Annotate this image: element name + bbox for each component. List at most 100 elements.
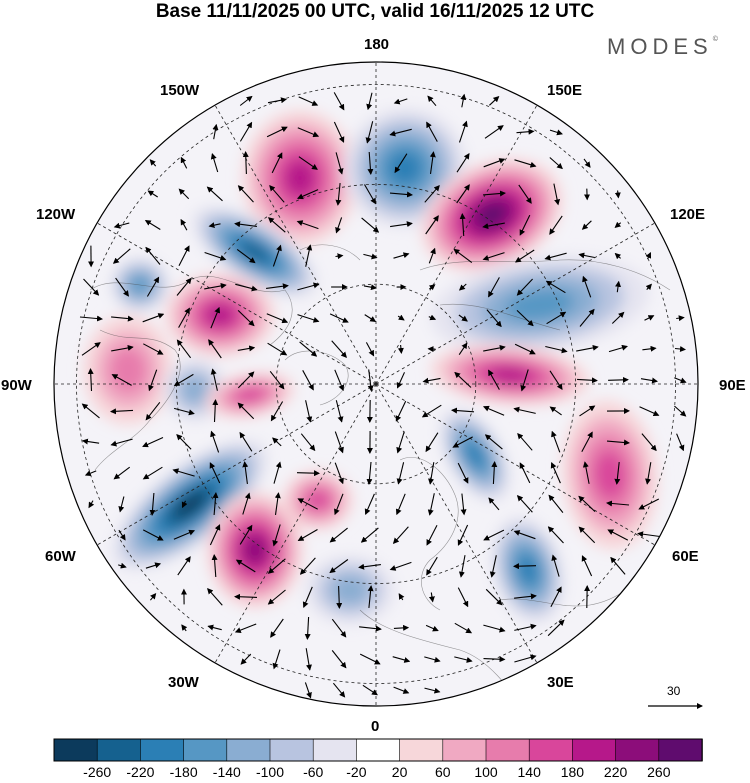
- wind-vector: [332, 682, 346, 698]
- wind-vector: [239, 95, 253, 106]
- wind-vector: [453, 248, 473, 264]
- coastline: [89, 275, 293, 346]
- wind-vector: [393, 624, 410, 631]
- wind-vector: [488, 497, 500, 511]
- wind-vector: [176, 433, 192, 450]
- lon-label-120w: 120W: [36, 206, 76, 223]
- wind-vector: [147, 190, 158, 198]
- wind-vector: [269, 370, 285, 390]
- wind-vector: [390, 221, 413, 228]
- wind-vector: [606, 439, 630, 446]
- wind-vector: [143, 343, 164, 355]
- anomaly-trough-20e: [491, 516, 565, 624]
- wind-vector: [489, 96, 500, 106]
- wind-vector: [110, 408, 134, 415]
- wind-vector: [545, 345, 568, 354]
- wind-vector: [270, 401, 284, 422]
- wind-vector: [111, 315, 134, 322]
- lon-label-150w: 150W: [160, 82, 200, 99]
- coastline: [299, 244, 361, 261]
- wind-vector: [144, 219, 161, 230]
- lon-label-60w: 60W: [45, 548, 76, 565]
- wind-vector: [483, 158, 506, 168]
- wind-vector: [394, 153, 408, 174]
- anomaly-ridge-70e: [561, 400, 659, 550]
- wind-vector: [363, 284, 377, 291]
- wind-vector: [331, 618, 347, 638]
- wind-vector: [482, 190, 506, 197]
- colorbar-tick-label: 180: [560, 764, 585, 780]
- wind-vector: [395, 493, 406, 516]
- wind-vector: [483, 529, 505, 541]
- wind-vector: [237, 185, 254, 203]
- wind-vector: [549, 370, 563, 391]
- wind-vector: [297, 529, 318, 542]
- wind-vector: [488, 369, 500, 390]
- colorbar-frame: [53, 738, 703, 762]
- wind-vector: [181, 624, 188, 632]
- wind-vector: [331, 650, 347, 669]
- wind-vector: [242, 461, 249, 484]
- wind-vector: [548, 494, 564, 513]
- wind-vector: [363, 253, 378, 260]
- lon-label-0: 0: [371, 718, 380, 735]
- wind-vector: [149, 159, 157, 167]
- colorbar-tick-label: -100: [255, 764, 285, 780]
- wind-vector: [84, 470, 97, 477]
- wind-vector: [149, 593, 157, 601]
- wind-vector: [393, 686, 410, 694]
- colorbar-swatch: [615, 738, 660, 762]
- anomaly-ridge-135e: [421, 158, 563, 272]
- wind-vector: [83, 278, 100, 296]
- wind-vector: [359, 653, 381, 665]
- wind-vector: [235, 283, 258, 292]
- colorbar-swatch: [269, 738, 315, 762]
- lon-label-30e: 30E: [547, 674, 574, 691]
- wind-vector: [547, 619, 565, 637]
- wind-vector: [149, 492, 156, 516]
- wind-vector: [142, 529, 164, 541]
- wind-vector: [578, 252, 595, 259]
- wind-vector: [483, 344, 506, 352]
- colorbar-tick-label: 60: [435, 764, 451, 780]
- wind-vector: [514, 654, 537, 663]
- wind-vector: [577, 377, 598, 384]
- anomaly-trough-10w: [305, 555, 395, 625]
- wind-vector: [489, 555, 497, 578]
- wind-vector: [272, 437, 282, 447]
- wind-vector: [367, 369, 374, 392]
- wind-vector: [270, 618, 284, 638]
- wind-vector: [267, 558, 286, 574]
- wind-vector: [614, 252, 622, 260]
- wind-vector: [237, 371, 255, 389]
- wind-vector: [614, 190, 621, 199]
- wind-vector: [456, 184, 470, 204]
- wind-vector: [676, 315, 685, 322]
- wind-vector: [358, 563, 381, 570]
- wind-vector: [266, 283, 289, 290]
- wind-vector: [460, 93, 467, 108]
- wind-vector: [513, 530, 536, 540]
- anomaly-trough-120w: [191, 206, 319, 298]
- wind-vector: [426, 556, 438, 576]
- wind-vector: [210, 153, 219, 173]
- wind-vector: [334, 493, 344, 516]
- wind-vector: [491, 461, 498, 485]
- colorbar-swatch: [96, 738, 142, 762]
- wind-vector: [393, 252, 410, 259]
- wind-vector: [427, 95, 437, 107]
- wind-vector: [549, 406, 562, 416]
- wind-vector: [331, 340, 347, 358]
- wind-vector: [519, 214, 531, 236]
- wind-vector: [177, 556, 191, 576]
- wind-vector: [211, 554, 218, 578]
- wind-vector: [549, 157, 563, 170]
- wind-vector: [396, 372, 406, 389]
- wind-vector: [364, 184, 377, 205]
- wind-vector: [426, 121, 438, 142]
- wind-vector: [242, 492, 251, 515]
- wind-vector: [266, 313, 289, 324]
- colorbar-tick-label: -220: [126, 764, 155, 780]
- wind-vector: [614, 221, 622, 228]
- wind-vector: [645, 462, 652, 485]
